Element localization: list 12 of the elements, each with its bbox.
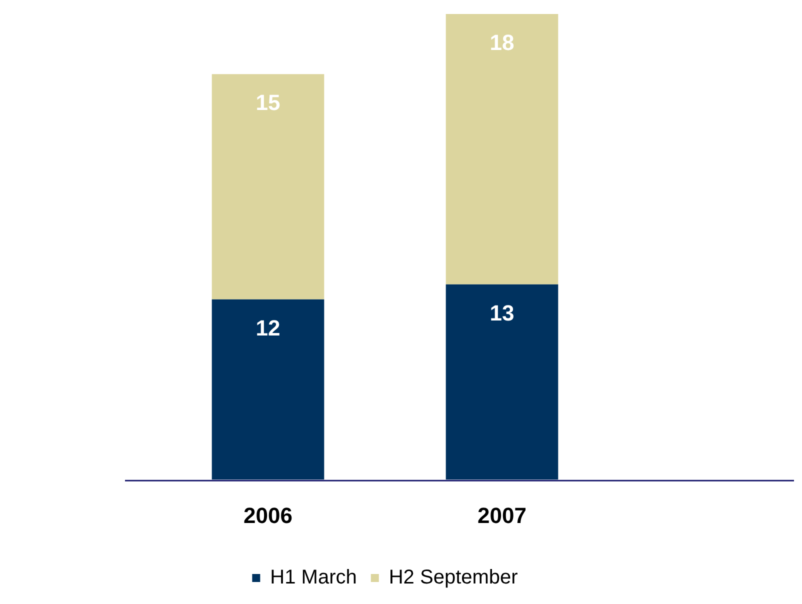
x-tick-label: 2006 bbox=[244, 502, 292, 528]
bar bbox=[446, 14, 558, 284]
bar bbox=[446, 284, 558, 480]
legend-label: H1 March bbox=[270, 566, 357, 589]
data-label: 15 bbox=[256, 90, 280, 116]
legend-label: H2 September bbox=[388, 566, 518, 589]
x-tick-label: 2007 bbox=[478, 502, 526, 528]
data-label: 12 bbox=[256, 315, 280, 340]
data-label: 18 bbox=[490, 30, 514, 56]
bar bbox=[212, 74, 324, 300]
bar bbox=[212, 299, 324, 480]
data-label: 13 bbox=[490, 300, 514, 326]
